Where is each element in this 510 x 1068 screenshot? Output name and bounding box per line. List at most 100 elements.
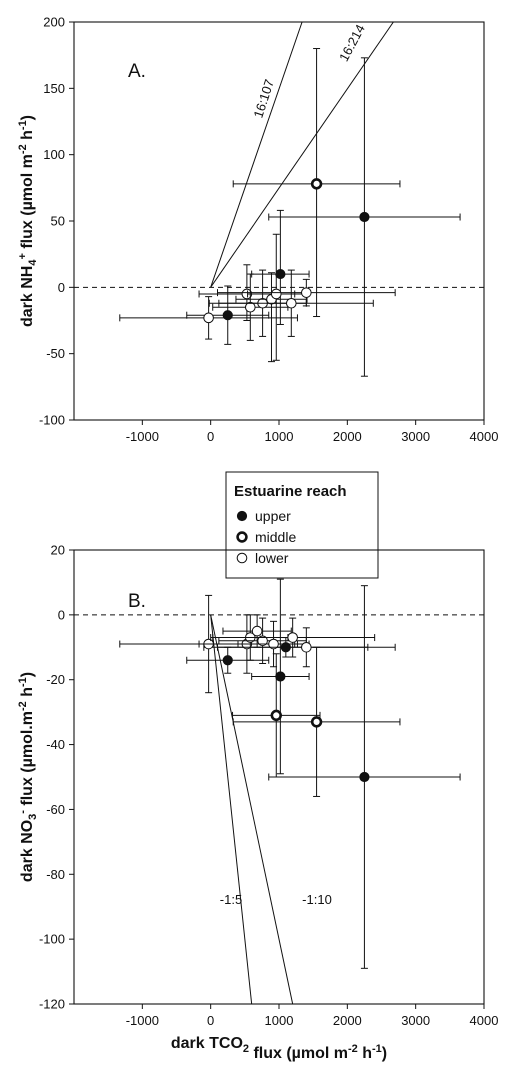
- x-axis-title-part: 2: [243, 1043, 249, 1055]
- y-axis-title-part: dark NO: [19, 820, 36, 882]
- marker-lower: [286, 297, 297, 309]
- data-point-lower: [217, 278, 396, 307]
- ratio-line: [210, 614, 253, 1004]
- data-point-upper: [268, 57, 461, 377]
- data-point-lower: [210, 617, 376, 658]
- y-tick-label: -20: [46, 672, 65, 687]
- y-axis-title-part: 3: [27, 814, 39, 820]
- marker-upper: [222, 310, 233, 321]
- data-point-middle: [232, 653, 321, 778]
- x-tick-label: 3000: [401, 1013, 430, 1028]
- marker-lower: [203, 312, 214, 324]
- legend-item-label: middle: [255, 529, 296, 545]
- x-tick-label: -1000: [126, 429, 159, 444]
- marker-upper: [359, 211, 370, 223]
- panel-b-no3-flux: -1:5 -1:10-1000 0 1000 2000 3000 4000-120-100-…: [17, 543, 498, 1063]
- data-point-upper: [186, 646, 270, 674]
- x-axis-title-part: dark TCO: [171, 1035, 243, 1052]
- ratio-lines: [210, 614, 294, 1004]
- y-axis-title-part: +: [17, 253, 29, 259]
- marker-upper: [275, 268, 286, 280]
- ratio-line: [210, 22, 394, 288]
- y-tick-label: -100: [39, 932, 65, 947]
- y-tick-label: 0: [58, 607, 65, 622]
- y-axis-title-part: flux (µmol.m: [19, 711, 36, 810]
- x-axis-title-part: ): [382, 1045, 387, 1062]
- x-axis-title-part: -2: [348, 1043, 358, 1055]
- data-point-lower: [212, 273, 289, 341]
- marker-upper: [275, 671, 286, 682]
- marker-lower: [251, 625, 263, 637]
- marker-lower: [245, 301, 256, 313]
- data-point-middle: [232, 646, 401, 797]
- ratio-line-label: -1:10: [302, 892, 332, 907]
- legend-box: [225, 471, 379, 579]
- y-tick-label: 20: [51, 543, 65, 558]
- y-axis-title-part: -2: [17, 701, 29, 711]
- ratio-lines: [210, 22, 394, 288]
- legend-marker-middle: [236, 531, 248, 543]
- x-tick-label: 1000: [265, 429, 294, 444]
- data-point-middle: [232, 48, 401, 318]
- legend-title: Estuarine reach: [234, 483, 347, 500]
- data-point-lower: [222, 614, 292, 648]
- data-point-lower: [247, 233, 306, 361]
- ratio-line: [210, 614, 294, 1004]
- x-tick-label: -1000: [126, 1013, 159, 1028]
- x-axis-title-part: h: [358, 1045, 372, 1062]
- marker-middle: [310, 178, 323, 190]
- y-tick-label: -120: [39, 997, 65, 1012]
- panel-label: A.: [128, 61, 146, 82]
- x-tick-label: 1000: [265, 1013, 294, 1028]
- marker-lower: [301, 641, 312, 653]
- y-tick-label: -50: [46, 346, 65, 361]
- x-axis-title: dark TCO2 flux (µmol m-2 h-1): [171, 1035, 387, 1062]
- y-tick-label: 200: [43, 15, 65, 30]
- marker-lower: [257, 635, 268, 647]
- y-axis-title-part: ): [19, 115, 36, 120]
- x-tick-label: 3000: [401, 429, 430, 444]
- marker-lower: [301, 287, 312, 298]
- y-axis-title-part: flux (µmol m: [19, 154, 36, 253]
- y-axis-title-part: ): [19, 672, 36, 677]
- marker-lower: [270, 288, 282, 300]
- x-tick-label: 0: [207, 429, 214, 444]
- x-tick-label: 0: [207, 1013, 214, 1028]
- marker-lower: [268, 638, 279, 650]
- y-axis-title-part: -2: [17, 144, 29, 154]
- marker-middle: [310, 716, 323, 728]
- data-point-upper: [251, 578, 310, 775]
- ratio-line-label: 16:107: [250, 77, 277, 119]
- y-axis-title: dark NH4+ flux (µmol m-2 h-1): [17, 115, 39, 327]
- data-point-lower: [237, 620, 310, 668]
- y-tick-label: -80: [46, 867, 65, 882]
- y-axis-title-part: -: [17, 810, 29, 814]
- y-axis-title-part: h: [19, 130, 36, 144]
- panel-label: B.: [128, 591, 146, 612]
- x-tick-label: 2000: [333, 1013, 362, 1028]
- y-axis-title-part: h: [19, 687, 36, 701]
- legend-marker-lower: [236, 552, 248, 564]
- data-points: [119, 48, 461, 377]
- y-tick-label: 50: [51, 214, 65, 229]
- y-axis-title-part: 4: [27, 259, 39, 266]
- y-axis-title-part: -1: [17, 677, 29, 687]
- marker-upper: [222, 655, 233, 666]
- legend: Estuarine reach upper middle lower: [225, 471, 379, 579]
- x-tick-label: 4000: [470, 429, 499, 444]
- legend-marker-upper: [236, 510, 248, 522]
- x-axis-title-part: -1: [372, 1043, 382, 1055]
- data-point-lower: [217, 627, 396, 668]
- marker-upper: [359, 771, 370, 783]
- y-tick-label: 150: [43, 81, 65, 96]
- legend-item-label: upper: [255, 508, 291, 524]
- y-tick-label: -60: [46, 802, 65, 817]
- y-axis-title: dark NO3- flux (µmol.m-2 h-1): [17, 672, 39, 882]
- legend-item-label: lower: [255, 550, 289, 566]
- y-tick-label: -100: [39, 413, 65, 428]
- legend-item-lower: lower: [236, 550, 289, 566]
- x-axis-title-part: flux (µmol m: [249, 1045, 348, 1062]
- y-tick-label: 100: [43, 147, 65, 162]
